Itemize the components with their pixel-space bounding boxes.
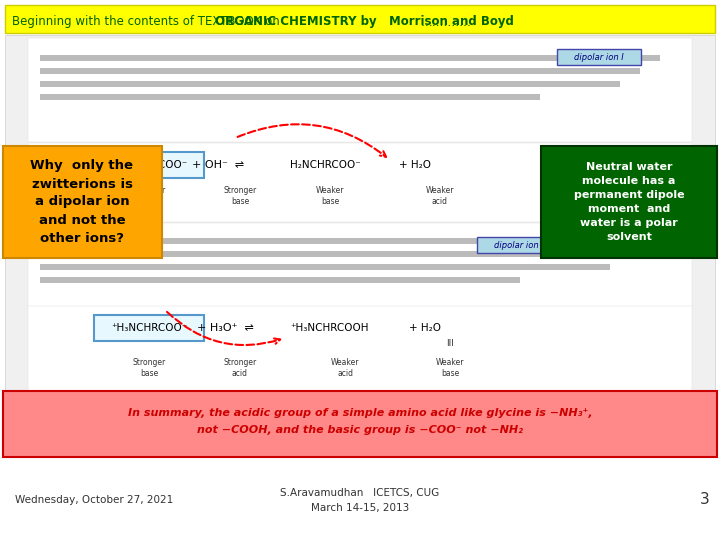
FancyBboxPatch shape [557, 49, 641, 65]
Bar [40, 277, 520, 283]
Bar [40, 251, 630, 257]
Text: Why  only the
zwitterions is
a dipolar ion
and not the
other ions?: Why only the zwitterions is a dipolar io… [30, 159, 133, 245]
Text: H₂NCHRCOO⁻: H₂NCHRCOO⁻ [289, 160, 361, 170]
Text: Weaker
base: Weaker base [436, 359, 464, 377]
Text: not −COOH, and the basic group is −COO⁻ not −NH₂: not −COOH, and the basic group is −COO⁻ … [197, 425, 523, 435]
Text: ⁺H₃NCHRCOO⁻: ⁺H₃NCHRCOO⁻ [111, 160, 187, 170]
Text: Wednesday, October 27, 2021: Wednesday, October 27, 2021 [15, 495, 174, 505]
FancyBboxPatch shape [3, 391, 717, 457]
FancyBboxPatch shape [5, 35, 715, 450]
Text: + OH⁻  ⇌: + OH⁻ ⇌ [192, 160, 244, 170]
Text: dipolar ion I: dipolar ion I [574, 52, 624, 62]
Text: Weaker
base: Weaker base [316, 186, 344, 206]
FancyBboxPatch shape [28, 223, 692, 307]
Text: S.Aravamudhan   ICETCS, CUG: S.Aravamudhan ICETCS, CUG [280, 488, 440, 498]
Text: Stronger
base: Stronger base [223, 186, 256, 206]
Text: Beginning with the contents of TEXTBOOK on: Beginning with the contents of TEXTBOOK … [12, 16, 284, 29]
Text: 3: 3 [700, 492, 710, 508]
Bar [40, 81, 620, 87]
Bar [40, 68, 640, 74]
Text: ORGANIC CHEMISTRY by   Morrison and Boyd: ORGANIC CHEMISTRY by Morrison and Boyd [215, 16, 514, 29]
Text: Stronger
acid: Stronger acid [132, 186, 166, 206]
Text: −NH₃⁺    −COO⁻: −NH₃⁺ −COO⁻ [203, 407, 517, 441]
Text: ………….: …………. [421, 16, 472, 29]
Bar [40, 94, 540, 100]
FancyBboxPatch shape [94, 315, 204, 341]
Text: Stronger
base: Stronger base [132, 359, 166, 377]
FancyBboxPatch shape [0, 458, 720, 540]
Text: ⁺H₃NCHRCOOH: ⁺H₃NCHRCOOH [291, 323, 369, 333]
Text: March 14-15, 2013: March 14-15, 2013 [311, 503, 409, 513]
FancyBboxPatch shape [94, 152, 204, 178]
FancyBboxPatch shape [28, 143, 692, 222]
Bar [40, 238, 650, 244]
Bar [40, 55, 660, 61]
Text: Weaker
acid: Weaker acid [426, 186, 454, 206]
FancyBboxPatch shape [28, 306, 692, 395]
Text: ⁺H₃NCHRCOO⁻: ⁺H₃NCHRCOO⁻ [111, 323, 187, 333]
Text: + H₂O: + H₂O [409, 323, 441, 333]
FancyBboxPatch shape [541, 146, 717, 258]
Text: dipolar ion II: dipolar ion II [494, 240, 546, 249]
Bar [40, 264, 610, 270]
FancyBboxPatch shape [28, 38, 692, 142]
Text: Weaker
acid: Weaker acid [330, 359, 359, 377]
Text: Stronger
acid: Stronger acid [223, 359, 256, 377]
Text: III: III [446, 339, 454, 348]
Text: Neutral water
molecule has a
permanent dipole
moment  and
water is a polar
solve: Neutral water molecule has a permanent d… [574, 162, 684, 242]
Text: + H₂O: + H₂O [399, 160, 431, 170]
FancyBboxPatch shape [477, 237, 563, 253]
FancyBboxPatch shape [3, 146, 162, 258]
Text: In summary, the acidic group of a simple amino acid like glycine is −NH₃⁺,: In summary, the acidic group of a simple… [127, 408, 593, 418]
Text: + H₃O⁺  ⇌: + H₃O⁺ ⇌ [197, 323, 253, 333]
FancyBboxPatch shape [5, 5, 715, 33]
